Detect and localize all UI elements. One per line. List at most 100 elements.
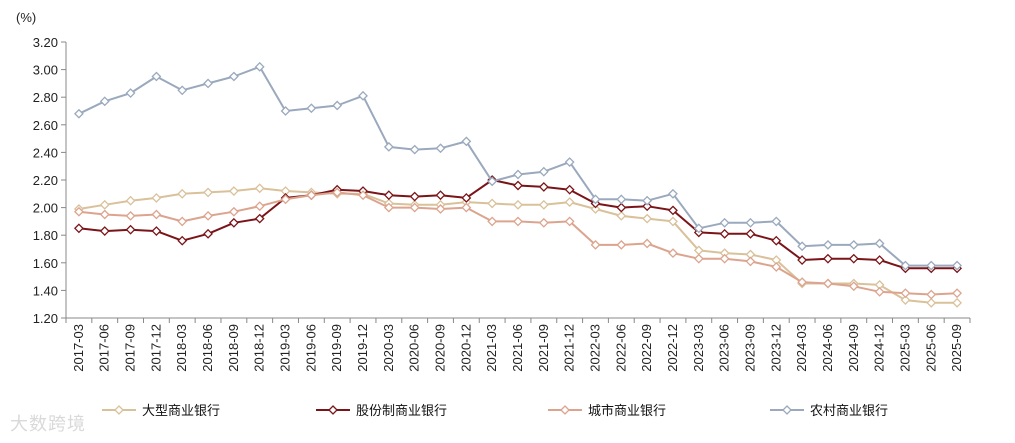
data-point (358, 190, 368, 201)
data-point (125, 88, 136, 98)
x-tick-label: 2022-06 (613, 324, 628, 372)
data-point (797, 277, 808, 288)
x-tick-label: 2023-12 (768, 324, 783, 372)
x-tick-label: 2025-09 (949, 324, 964, 372)
data-point (73, 108, 84, 119)
series-3 (73, 187, 963, 300)
data-point (487, 216, 498, 227)
data-point (228, 206, 239, 217)
data-point (900, 288, 911, 299)
data-point (926, 297, 937, 308)
x-tick-label: 2017-06 (97, 324, 112, 372)
data-point (745, 256, 756, 267)
data-point (203, 228, 213, 239)
data-point (306, 190, 317, 201)
data-point (616, 194, 627, 205)
x-tick-label: 2020-03 (381, 324, 396, 372)
x-tick-label: 2025-03 (897, 324, 912, 372)
data-point (668, 216, 678, 227)
x-tick-label: 2023-06 (717, 324, 732, 372)
data-point (952, 288, 963, 299)
data-point (203, 78, 213, 89)
data-point (952, 260, 963, 271)
data-point (590, 204, 601, 214)
data-point (590, 194, 601, 205)
x-tick-label: 2021-09 (536, 324, 551, 372)
data-point (99, 209, 110, 220)
data-point (487, 176, 498, 187)
data-point (874, 286, 885, 297)
data-point (254, 61, 265, 72)
data-point (719, 217, 730, 228)
y-tick-label: 1.20 (33, 311, 58, 326)
data-point (409, 202, 420, 213)
x-tick-label: 2025-06 (923, 324, 938, 372)
y-tick-label: 2.20 (33, 173, 58, 188)
data-point (616, 239, 627, 250)
data-point (848, 239, 859, 250)
data-point (513, 169, 523, 180)
data-point (564, 184, 575, 195)
data-point (642, 201, 653, 212)
x-tick-label: 2017-09 (123, 324, 138, 372)
data-point (383, 190, 394, 201)
legend-label: 股份制商业银行 (356, 404, 447, 419)
series-4 (73, 61, 963, 271)
x-tick-label: 2020-06 (407, 324, 422, 372)
data-point (435, 190, 446, 201)
data-point (564, 197, 575, 207)
data-point (409, 144, 420, 155)
x-tick-label: 2022-12 (665, 324, 680, 372)
data-point (358, 90, 368, 101)
data-point (254, 213, 265, 224)
data-point (125, 195, 136, 206)
y-tick-label: 3.20 (33, 35, 58, 50)
data-point (952, 297, 963, 308)
data-point (668, 205, 678, 216)
y-unit-label: (%) (16, 10, 36, 25)
data-point (797, 241, 808, 252)
data-point (797, 255, 808, 265)
x-tick-label: 2024-06 (820, 324, 835, 372)
data-point (900, 260, 911, 271)
data-point (668, 248, 678, 259)
legend-swatch-marker (782, 405, 792, 415)
x-tick-label: 2018-12 (252, 324, 267, 372)
data-point (538, 181, 549, 192)
data-point (771, 262, 782, 272)
data-point (719, 253, 730, 264)
data-point (642, 213, 653, 224)
data-point (228, 71, 239, 82)
data-point (771, 216, 782, 227)
data-point (383, 141, 394, 152)
watermark: 大数跨境 (10, 414, 86, 435)
y-tick-label: 2.40 (33, 145, 58, 160)
data-point (280, 106, 291, 116)
data-point (823, 278, 833, 289)
data-point (73, 206, 84, 217)
y-tick-label: 2.80 (33, 90, 58, 105)
x-tick-label: 2019-09 (329, 324, 344, 372)
data-point (228, 217, 239, 228)
data-point (151, 209, 162, 220)
data-point (874, 255, 885, 265)
y-tick-label: 1.40 (33, 283, 58, 298)
legend: 大型商业银行 股份制商业银行 城市商业银行 农村商业银行 (102, 403, 888, 419)
data-point (848, 253, 859, 264)
data-point (823, 253, 833, 264)
x-tick-label: 2019-12 (355, 324, 370, 372)
data-point (693, 253, 704, 264)
data-point (926, 289, 937, 300)
x-tick-label: 2021-12 (562, 324, 577, 372)
data-point (254, 201, 265, 212)
data-point (926, 260, 937, 271)
x-tick-label: 2019-06 (303, 324, 318, 372)
data-point (693, 223, 704, 234)
legend-swatch-marker (560, 405, 570, 415)
x-tick-label: 2020-09 (433, 324, 448, 372)
data-point (203, 210, 213, 221)
x-tick-label: 2020-12 (458, 324, 473, 372)
x-tick-label: 2017-12 (148, 324, 163, 372)
data-point (461, 193, 472, 203)
